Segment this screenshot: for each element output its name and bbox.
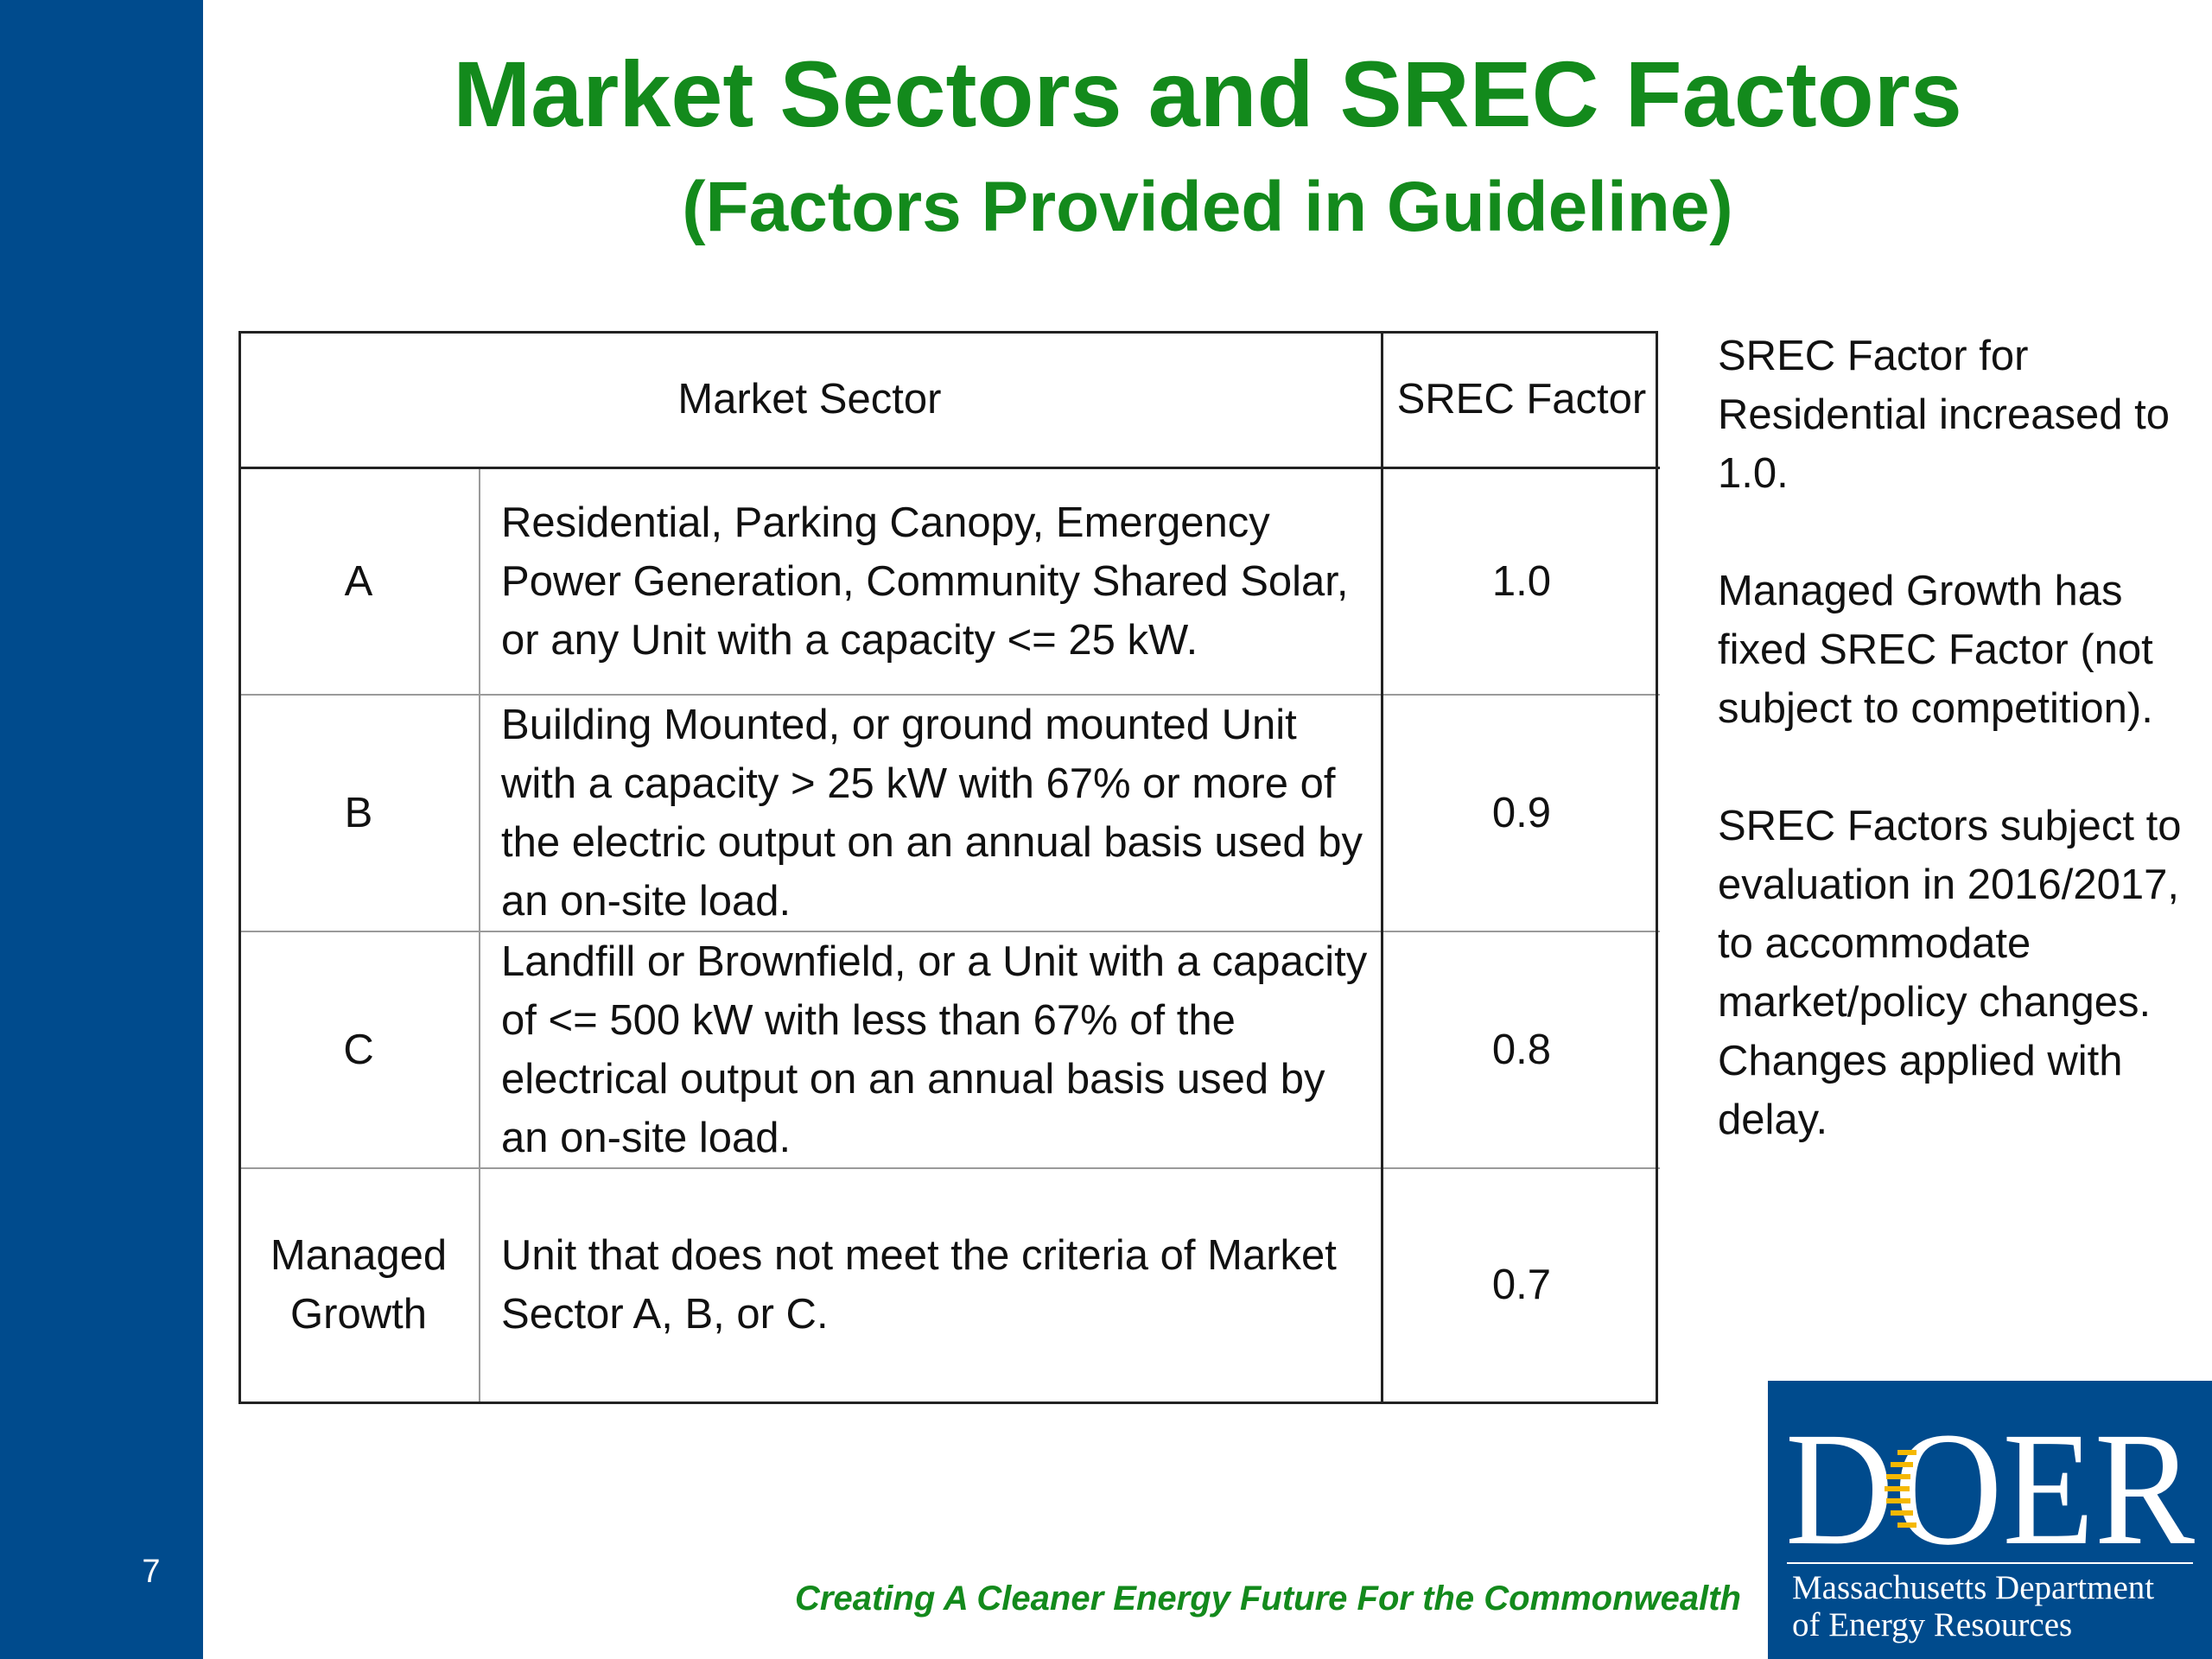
left-sidebar-bar (0, 0, 203, 1659)
description-cell: Landfill or Brownfield, or a Unit with a… (501, 938, 1368, 1161)
slide-title: Market Sectors and SREC Factors (453, 41, 1962, 146)
slide-number: 7 (142, 1554, 161, 1590)
table-header-row: Market Sector SREC Factor (238, 331, 1660, 469)
note-paragraph: SREC Factors subject to evaluation in 20… (1718, 803, 2182, 1143)
sector-cell: C (238, 931, 481, 1168)
sun-rays-icon (1885, 1450, 1916, 1528)
sector-cell: B (238, 694, 481, 931)
footer-tagline: Creating A Cleaner Energy Future For the… (795, 1580, 1741, 1618)
description-cell: Building Mounted, or ground mounted Unit… (501, 701, 1363, 925)
header-srec-factor: SREC Factor (1380, 331, 1660, 469)
description-cell: Unit that does not meet the criteria of … (501, 1232, 1337, 1338)
header-market-sector: Market Sector (238, 331, 1382, 469)
sector-cell: A (238, 467, 481, 695)
table-row: C Landfill or Brownfield, or a Unit with… (238, 931, 1660, 1168)
factor-cell: 0.8 (1380, 931, 1660, 1168)
factor-cell: 0.7 (1380, 1167, 1660, 1402)
sector-cell: Managed Growth (238, 1167, 481, 1402)
slide-subtitle: (Factors Provided in Guideline) (682, 168, 1733, 246)
doer-logo: DOER Massachusetts Department of Energy … (1768, 1381, 2212, 1659)
table-row: Managed Growth Unit that does not meet t… (238, 1167, 1660, 1402)
logo-divider (1787, 1562, 2193, 1564)
note-paragraph: Managed Growth has fixed SREC Factor (no… (1718, 568, 2153, 732)
table-row: B Building Mounted, or ground mounted Un… (238, 694, 1660, 931)
doer-wordmark-icon: DOER (1785, 1398, 2196, 1571)
description-cell: Residential, Parking Canopy, Emergency P… (501, 499, 1349, 664)
factor-cell: 1.0 (1380, 467, 1660, 695)
logo-department-name: Massachusetts Department of Energy Resou… (1792, 1569, 2155, 1643)
side-notes: SREC Factor for Residential increased to… (1718, 327, 2202, 1208)
doer-wordmark-text: DOER (1785, 1398, 2196, 1571)
table-row: A Residential, Parking Canopy, Emergency… (238, 467, 1660, 695)
factor-cell: 0.9 (1380, 694, 1660, 931)
market-sector-table: Market Sector SREC Factor A Residential,… (238, 331, 1660, 1402)
note-paragraph: SREC Factor for Residential increased to… (1718, 333, 2170, 497)
